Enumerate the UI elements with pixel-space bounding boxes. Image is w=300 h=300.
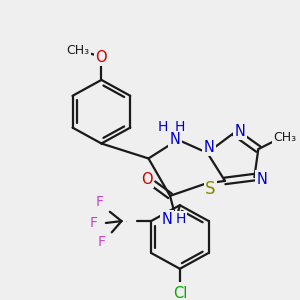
- Text: F: F: [96, 195, 104, 209]
- Text: CH₃: CH₃: [66, 44, 89, 56]
- Text: H: H: [158, 120, 168, 134]
- Text: N: N: [234, 124, 245, 139]
- Text: O: O: [141, 172, 152, 187]
- Text: S: S: [205, 180, 215, 198]
- Text: CH₃: CH₃: [273, 131, 296, 144]
- Text: N: N: [204, 140, 215, 155]
- Text: F: F: [98, 235, 106, 249]
- Text: N: N: [162, 212, 172, 227]
- Text: C: C: [126, 220, 127, 222]
- Text: O: O: [96, 50, 107, 65]
- Text: N: N: [172, 140, 173, 141]
- Text: Cl: Cl: [173, 286, 187, 300]
- Text: H: H: [176, 212, 186, 226]
- Text: N: N: [257, 172, 268, 187]
- Text: F: F: [90, 216, 98, 230]
- Text: H: H: [175, 120, 185, 134]
- Text: N: N: [169, 132, 180, 147]
